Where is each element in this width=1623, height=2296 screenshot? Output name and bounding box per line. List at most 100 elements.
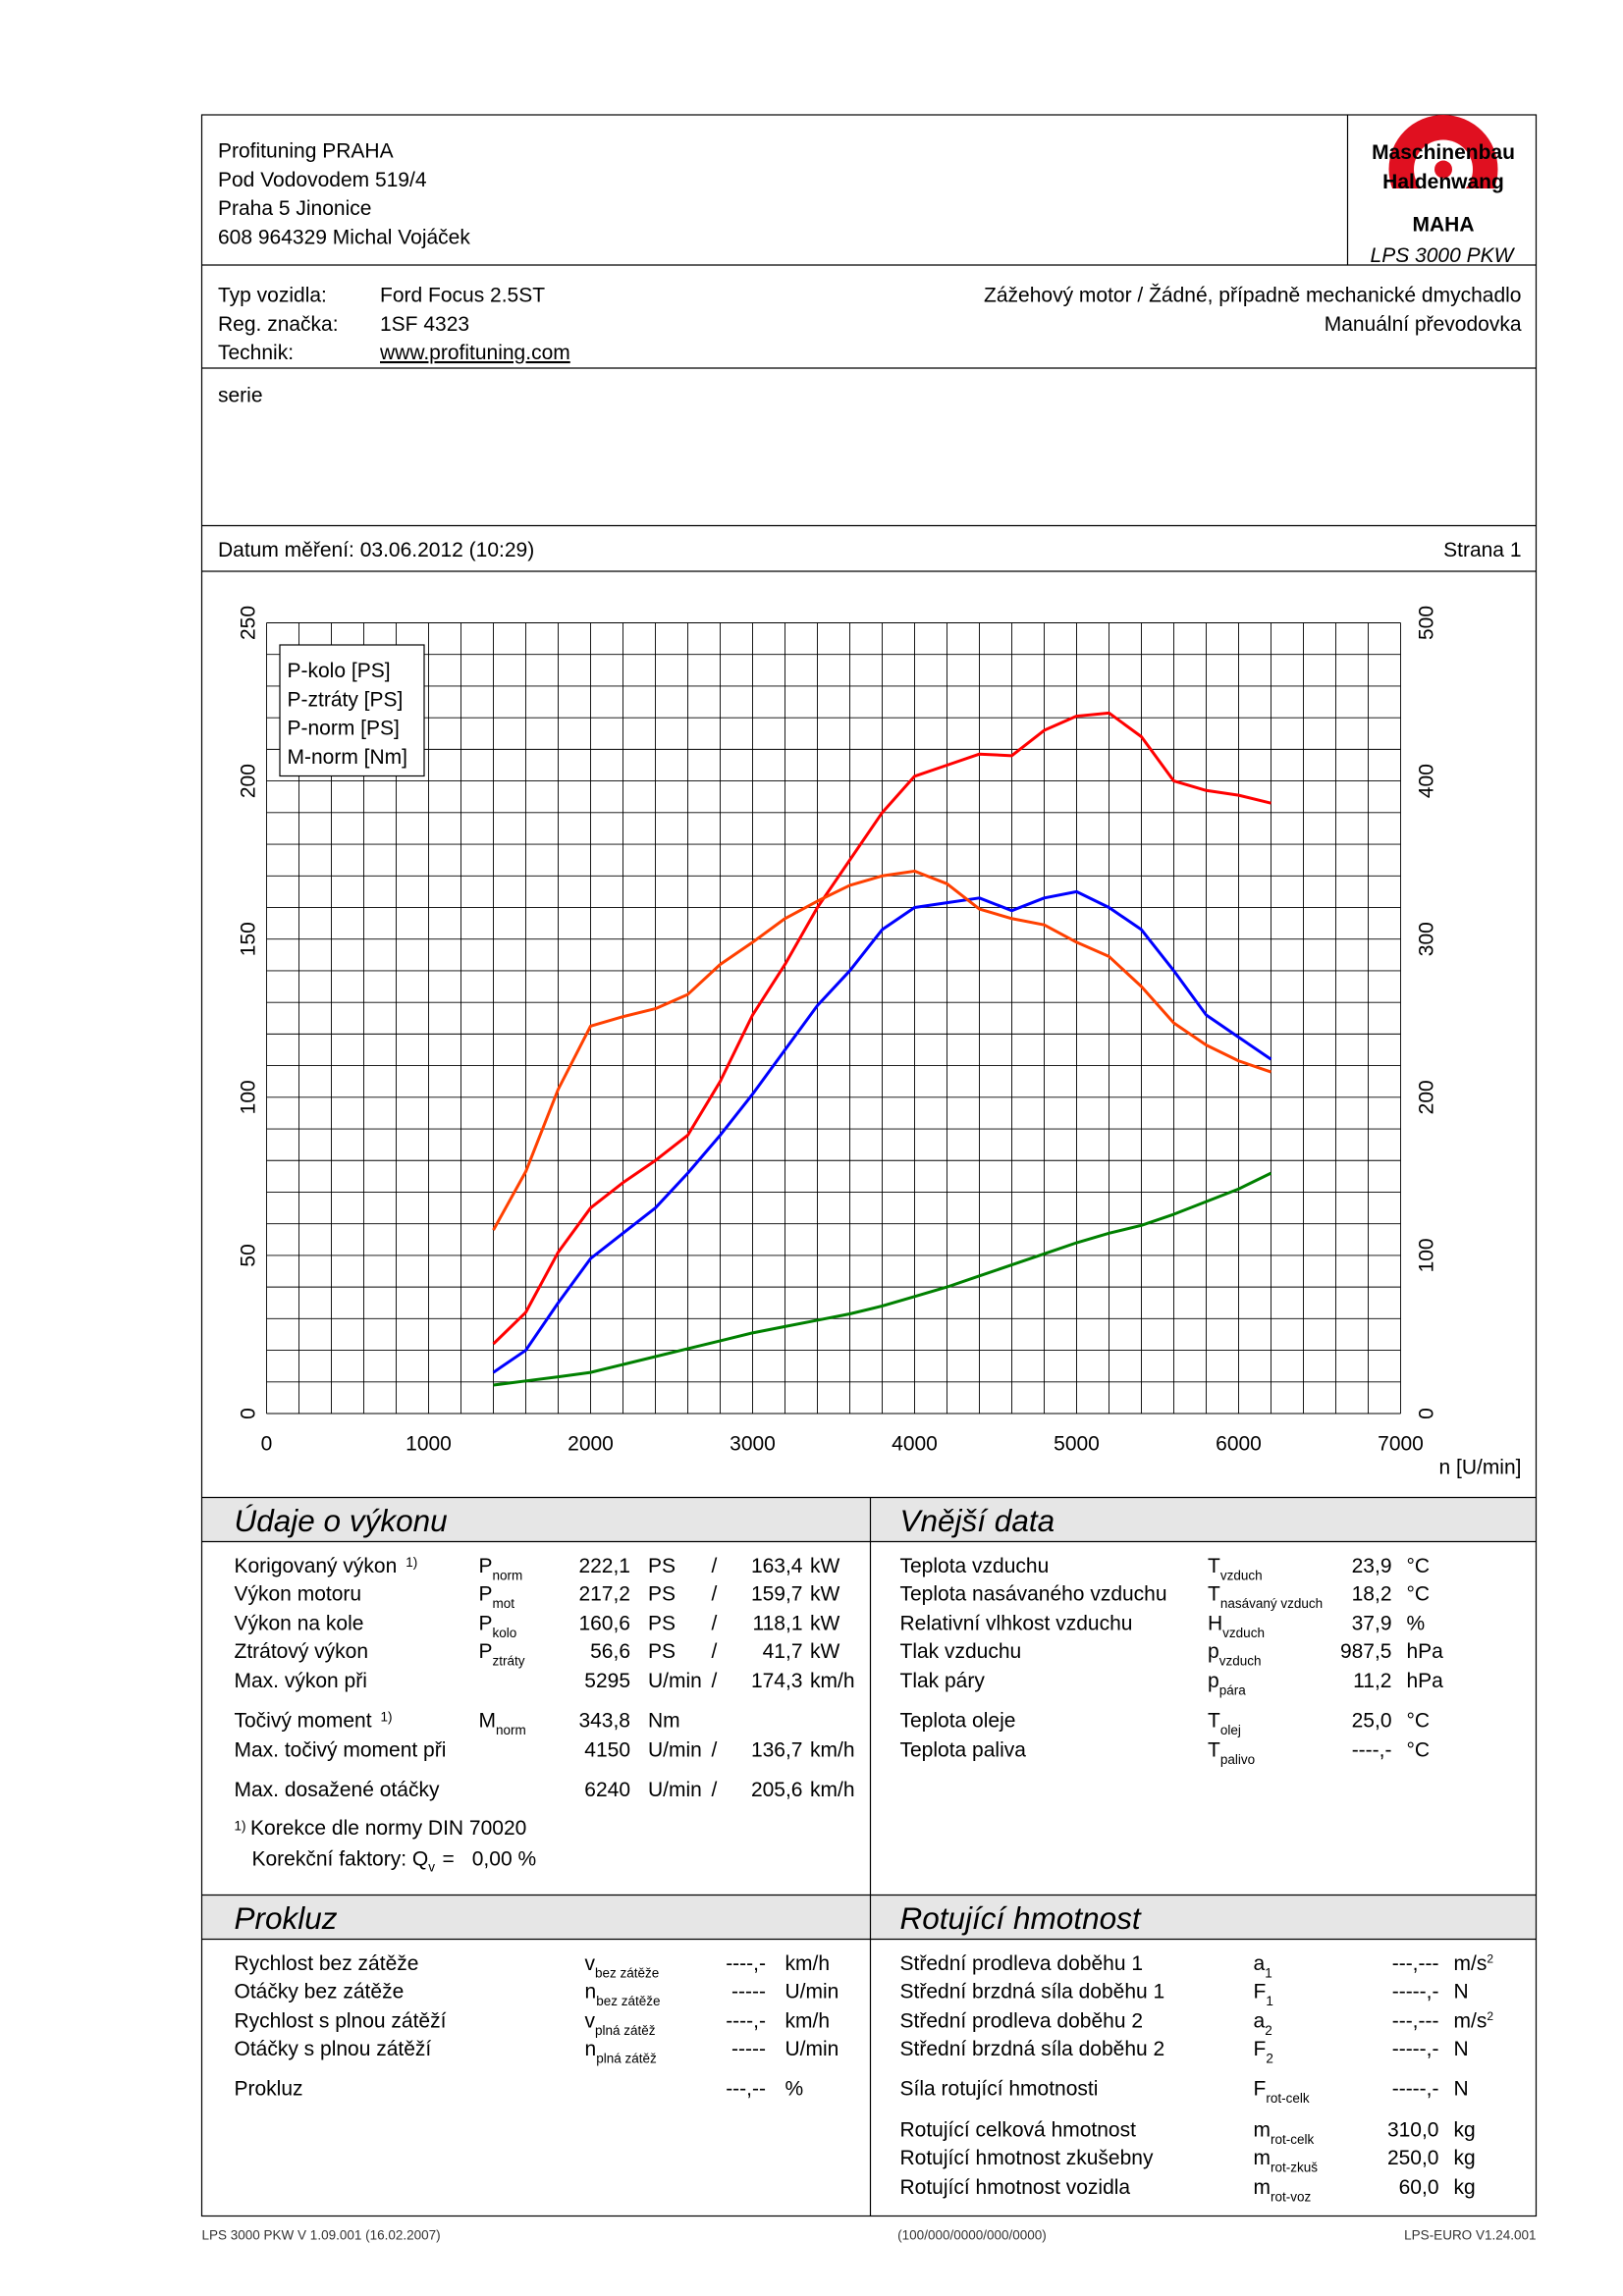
row-value: 174,3: [751, 1670, 803, 1692]
text-part: 1): [235, 1819, 246, 1834]
text-part: olej: [1220, 1723, 1241, 1737]
row-value: 250,0: [1387, 2147, 1439, 2169]
y2-tick-label: 0: [1416, 1408, 1438, 1419]
row-unit: kW: [810, 1555, 840, 1577]
series-line: [493, 1171, 1272, 1387]
row-label: Max. dosažené otáčky: [235, 1779, 440, 1801]
logo-plate: [1381, 188, 1505, 234]
text-part: kg: [1454, 2147, 1476, 2169]
field-value[interactable]: www.profituning.com: [379, 342, 570, 364]
row-symbol: nplná zátěž: [585, 2038, 657, 2066]
row-value: 56,6: [590, 1640, 630, 1663]
text-part: °C: [1407, 1739, 1431, 1762]
row-unit: %: [785, 2078, 804, 2101]
text-part: m/s: [1454, 2010, 1488, 2033]
text-part: rot-zkuš: [1271, 2161, 1318, 2175]
text-part: vzduch: [1222, 1626, 1265, 1640]
row-unit: %: [1407, 1613, 1426, 1635]
text-part: n: [585, 1981, 597, 2003]
text-part: m/s: [1454, 1952, 1488, 1975]
row-value: 11,2: [1353, 1670, 1391, 1692]
row-value: -----,-: [1392, 2038, 1439, 2060]
text-part: T: [1208, 1583, 1220, 1606]
row-unit: U/min: [785, 1981, 839, 2003]
row-value: 5295: [584, 1670, 630, 1692]
text-part: P: [479, 1640, 493, 1663]
text-part: plná zátěž: [596, 2052, 657, 2066]
row-value: 310,0: [1387, 2119, 1439, 2142]
text-part: H: [1208, 1613, 1222, 1635]
text-part: p: [1208, 1640, 1219, 1663]
text-part: norm: [493, 1569, 523, 1583]
row-unit: kW: [810, 1613, 840, 1635]
text-part: U/min: [785, 1981, 839, 2003]
row-unit: °C: [1407, 1710, 1431, 1733]
separator: /: [712, 1670, 718, 1692]
field-label: Typ vozidla:: [218, 285, 327, 307]
row-label: Otáčky s plnou zátěží: [235, 2038, 432, 2060]
row-symbol: mrot-voz: [1254, 2176, 1312, 2205]
field-value: 1SF 4323: [380, 313, 469, 336]
row-unit: °C: [1407, 1555, 1431, 1577]
page-frame: [200, 114, 1538, 2217]
row-unit: km/h: [810, 1779, 855, 1801]
logo: [1381, 115, 1505, 234]
text-part: mot: [493, 1596, 515, 1611]
row-symbol: Pnorm: [479, 1555, 523, 1583]
row-label: Střední prodleva doběhu 1: [900, 1952, 1144, 1975]
row-label: Střední brzdná síla doběhu 1: [900, 1981, 1165, 2003]
row-value: 136,7: [751, 1739, 803, 1762]
row-unit: PS: [648, 1555, 676, 1577]
row-unit: PS: [648, 1613, 676, 1635]
series-line: [492, 711, 1271, 1346]
text-part: %: [1407, 1613, 1426, 1635]
series-line: [492, 869, 1271, 1231]
text-part: a: [1254, 2010, 1266, 2033]
row-unit: °C: [1407, 1583, 1431, 1606]
row-value: 205,6: [751, 1779, 803, 1801]
row-label: Teplota paliva: [900, 1739, 1027, 1762]
row-value: ----,-: [726, 1952, 766, 1975]
row-value: 343,8: [578, 1710, 630, 1733]
row-value: ----,-: [726, 2010, 766, 2033]
text-part: %: [785, 2078, 804, 2101]
row-label: Rychlost bez zátěže: [235, 1952, 419, 1975]
separator: /: [712, 1613, 718, 1635]
field-label: Technik:: [218, 342, 294, 364]
row-value: 118,1: [753, 1613, 803, 1635]
text-part: Max. výkon při: [235, 1670, 367, 1692]
row-unit: km/h: [810, 1670, 855, 1692]
row-symbol: nbez zátěže: [585, 1981, 661, 2009]
x-tick-label: 7000: [1378, 1433, 1424, 1456]
text-part: v: [428, 1860, 435, 1875]
text-part: F: [1254, 1981, 1267, 2003]
row-value: 25,0: [1352, 1710, 1392, 1733]
text-part: pára: [1219, 1683, 1247, 1698]
text-part: ztráty: [493, 1654, 525, 1669]
x-axis-label: n [U/min]: [1438, 1457, 1521, 1479]
text-part: M: [479, 1710, 497, 1733]
separator: /: [712, 1739, 718, 1762]
text-part: F: [1254, 2038, 1267, 2060]
row-symbol: Pmot: [479, 1583, 515, 1612]
row-value: -----: [731, 1981, 766, 2003]
text-part: 1): [381, 1710, 393, 1725]
row-value: ---,---: [1392, 2010, 1439, 2033]
row-label: Tlak vzduchu: [900, 1640, 1022, 1663]
row-value: ----,-: [1352, 1739, 1392, 1762]
row-label: Otáčky bez zátěže: [235, 1981, 405, 2003]
company-line: Praha 5 Jinonice: [218, 197, 371, 220]
row-unit: hPa: [1407, 1640, 1444, 1663]
text-part: v: [585, 2010, 596, 2033]
text-part: palivo: [1220, 1752, 1255, 1767]
separator: /: [712, 1779, 718, 1801]
row-symbol: Pkolo: [479, 1613, 517, 1641]
y2-tick-label: 400: [1416, 764, 1438, 798]
row-label: Tlak páry: [900, 1670, 986, 1692]
text-part: km/h: [785, 2010, 831, 2033]
row-unit: U/min: [648, 1739, 702, 1762]
logo-text: Haldenwang: [1382, 171, 1504, 193]
x-tick-label: 1000: [406, 1433, 452, 1456]
row-symbol: mrot-zkuš: [1254, 2147, 1319, 2175]
separator: /: [712, 1640, 718, 1663]
